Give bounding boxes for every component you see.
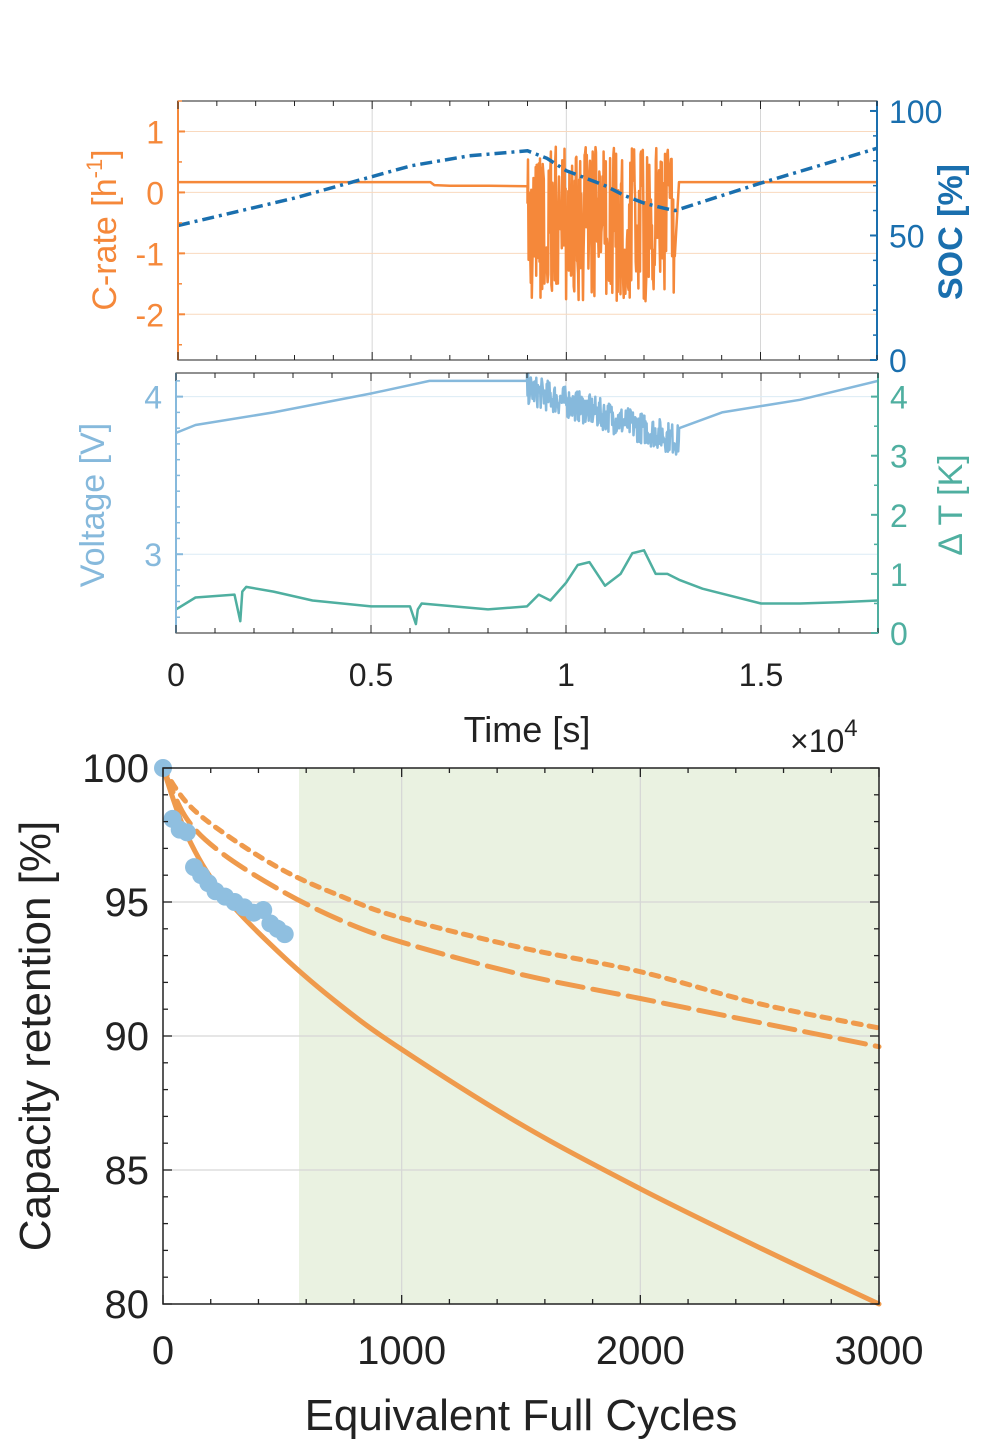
retention-tick-label: 100 bbox=[82, 747, 149, 791]
c-rate-tick-label: 0 bbox=[146, 175, 164, 211]
middle-left-axis-label: Voltage [V] bbox=[74, 423, 112, 587]
c-rate-tick-label: 1 bbox=[146, 114, 164, 150]
voltage-tick-label: 4 bbox=[144, 380, 162, 416]
middle-ticks: 0 0.5 1 1.5 4 3 4 3 2 1 0 bbox=[144, 373, 908, 693]
delta-t-tick-label: 1 bbox=[890, 557, 908, 593]
soc-tick-label: 0 bbox=[889, 343, 907, 379]
bottom-y-axis-label: Capacity retention [%] bbox=[11, 821, 60, 1251]
voltage-tick-label: 3 bbox=[144, 537, 162, 573]
middle-series bbox=[175, 372, 879, 626]
c-rate-tick-label: -2 bbox=[136, 297, 164, 333]
bottom-ticks: 0 1000 2000 3000 100 95 90 85 80 bbox=[82, 747, 923, 1373]
retention-tick-label: 90 bbox=[105, 1015, 150, 1059]
soc-line bbox=[177, 146, 878, 228]
time-tick-label: 1.5 bbox=[739, 657, 783, 693]
cycles-tick-label: 1000 bbox=[357, 1329, 446, 1373]
delta-t-line bbox=[175, 549, 879, 626]
top-ticks: 1 0 -1 -2 100 50 0 bbox=[136, 94, 943, 379]
c-rate-line bbox=[178, 145, 877, 303]
retention-tick-label: 95 bbox=[105, 881, 150, 925]
cycles-tick-label: 3000 bbox=[835, 1329, 924, 1373]
delta-t-tick-label: 2 bbox=[890, 498, 908, 534]
top-right-axis-label: SOC [%] bbox=[932, 164, 970, 300]
cycles-tick-label: 2000 bbox=[596, 1329, 685, 1373]
model-dashed-line bbox=[160, 765, 882, 1050]
soc-tick-label: 100 bbox=[889, 94, 942, 130]
c-rate-label-base: C-rate [h bbox=[86, 178, 124, 310]
soc-tick-label: 50 bbox=[889, 218, 925, 254]
retention-tick-label: 80 bbox=[105, 1283, 150, 1327]
retention-tick-label: 85 bbox=[105, 1149, 150, 1193]
measured-point bbox=[254, 901, 273, 920]
bottom-x-axis-label: Equivalent Full Cycles bbox=[305, 1391, 738, 1440]
measured-point bbox=[275, 925, 294, 944]
top-left-axis-label: C-rate [h-1] bbox=[82, 149, 124, 310]
x-multiplier: ×104 bbox=[790, 715, 858, 759]
time-tick-label: 1 bbox=[557, 657, 575, 693]
middle-right-axis-label: Δ T [K] bbox=[932, 454, 970, 555]
delta-t-tick-label: 4 bbox=[890, 380, 908, 416]
time-tick-label: 0 bbox=[167, 657, 185, 693]
delta-t-tick-label: 0 bbox=[890, 616, 908, 652]
time-axis-label: Time [s] bbox=[464, 709, 591, 750]
cycles-tick-label: 0 bbox=[152, 1329, 174, 1373]
x-multiplier-base: ×10 bbox=[790, 723, 844, 759]
c-rate-label-sup: -1 bbox=[82, 159, 107, 179]
model-dotted-line bbox=[160, 765, 882, 1031]
bottom-series bbox=[154, 759, 882, 1307]
top-series bbox=[177, 145, 878, 303]
bottom-panel: 0 1000 2000 3000 100 95 90 85 80 Capacity retent… bbox=[11, 747, 923, 1440]
voltage-line bbox=[175, 372, 879, 456]
time-tick-label: 0.5 bbox=[349, 657, 393, 693]
delta-t-tick-label: 3 bbox=[890, 439, 908, 475]
measured-point bbox=[177, 823, 196, 842]
x-multiplier-exp: 4 bbox=[844, 715, 857, 742]
c-rate-tick-label: -1 bbox=[136, 236, 164, 272]
middle-panel: 0 0.5 1 1.5 4 3 4 3 2 1 0 Voltage [V] Δ T [K] Time… bbox=[74, 372, 970, 759]
bottom-grid bbox=[163, 768, 879, 1304]
c-rate-label-end: ] bbox=[86, 149, 124, 158]
